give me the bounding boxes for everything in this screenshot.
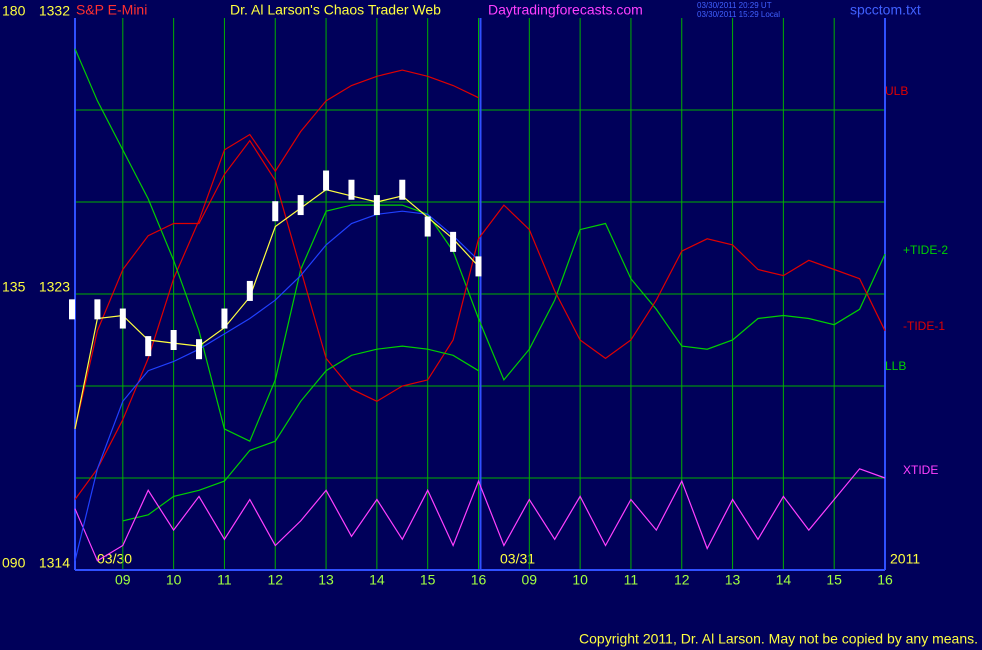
x-tick-label: 09	[522, 572, 538, 588]
date-label: 2011	[890, 551, 920, 567]
legend-label: ULB	[885, 84, 908, 98]
y-tick-label: 1314	[39, 555, 70, 571]
price-bar	[145, 336, 152, 357]
price-bar	[475, 256, 482, 277]
series-line	[74, 468, 886, 562]
chart-title: Dr. Al Larson's Chaos Trader Web	[230, 2, 441, 18]
x-tick-label: 09	[115, 572, 131, 588]
price-bar	[170, 330, 177, 350]
price-bar	[69, 299, 75, 320]
y2-tick-label: 090	[2, 555, 26, 571]
y-tick-label: 1332	[39, 3, 70, 19]
x-tick-label: 12	[674, 572, 690, 588]
price-bar	[373, 195, 380, 216]
price-bar	[246, 280, 253, 301]
x-tick-label: 15	[826, 572, 842, 588]
x-tick-label: 12	[267, 572, 283, 588]
y-tick-label: 1323	[39, 279, 70, 295]
legend-label: XTIDE	[903, 463, 938, 477]
x-tick-label: 13	[725, 572, 741, 588]
price-bar	[323, 170, 330, 191]
instrument: S&P E-Mini	[76, 2, 147, 18]
series-line	[122, 345, 479, 522]
timestamp: 03/30/2011 15:29 Local	[697, 10, 780, 19]
y2-tick-label: 180	[2, 3, 26, 19]
date-label: 03/31	[500, 551, 535, 567]
x-tick-label: 10	[572, 572, 588, 588]
file-name: spcctom.txt	[850, 2, 921, 18]
legend-label: -TIDE-1	[903, 319, 945, 333]
x-tick-label: 11	[217, 572, 232, 588]
price-bar	[94, 299, 101, 320]
series-line	[74, 210, 479, 561]
series-line	[74, 139, 886, 430]
price-bar	[399, 179, 406, 200]
price-bar	[450, 231, 457, 252]
x-tick-label: 16	[877, 572, 893, 588]
series-line	[74, 189, 479, 430]
price-bar	[297, 195, 304, 216]
copyright: Copyright 2011, Dr. Al Larson. May not b…	[579, 631, 978, 647]
price-bar	[119, 308, 126, 329]
x-tick-label: 14	[776, 572, 792, 588]
x-tick-label: 14	[369, 572, 385, 588]
timestamp: 03/30/2011 20:29 UT	[697, 1, 772, 10]
x-tick-label: 10	[166, 572, 182, 588]
price-bar	[196, 339, 203, 360]
series-line	[74, 48, 886, 443]
price-bar	[424, 216, 431, 237]
price-bar	[348, 179, 355, 200]
x-tick-label: 11	[624, 572, 639, 588]
legend-label: +TIDE-2	[903, 243, 948, 257]
date-label: 03/30	[97, 551, 132, 567]
series-line	[74, 69, 479, 500]
x-tick-label: 13	[318, 572, 334, 588]
x-tick-label: 16	[471, 572, 487, 588]
price-bar	[272, 201, 279, 222]
legend-label: LLB	[885, 359, 906, 373]
y2-tick-label: 135	[2, 279, 26, 295]
site: Daytradingforecasts.com	[488, 2, 643, 18]
price-bar	[221, 308, 228, 329]
x-tick-label: 15	[420, 572, 436, 588]
